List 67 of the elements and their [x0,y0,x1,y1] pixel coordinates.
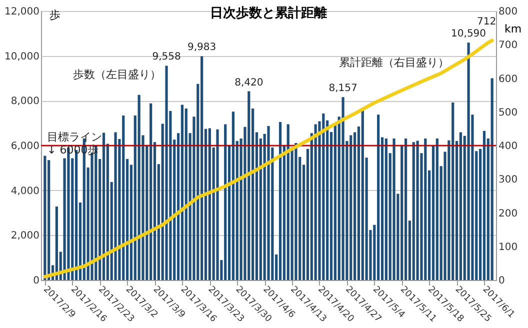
bar [404,138,408,280]
bar [452,102,454,280]
data-label: 10,590 [451,28,486,40]
y2-tick-label: 0 [498,276,505,286]
y-tick-label: 6,000 [10,141,40,152]
y-axis-title: 歩 [50,8,60,22]
bar [248,91,250,280]
bar [208,128,211,280]
y-tick-label: 4,000 [10,186,40,197]
bar [459,132,462,280]
y-tick-label: 0 [33,276,40,286]
bar [392,138,396,280]
y-tick-label: 8,000 [10,96,40,108]
series-label: 歩数（左目盛り） [73,68,161,81]
y2-tick-label: 300 [498,174,518,186]
bar [314,124,317,280]
bar [224,124,227,280]
data-label: 9,983 [188,42,216,54]
bar [482,130,486,280]
data-label: 8,420 [234,77,264,88]
bar [436,138,438,280]
bar [294,143,298,280]
series-label: 累計距離（右目盛り） [339,56,449,69]
bar [361,110,364,280]
bar [48,160,50,280]
bar [267,126,270,280]
y-tick-label: 10,000 [4,51,40,62]
y2-tick-label: 200 [498,208,518,220]
data-label: 9,558 [152,52,181,63]
bar [467,42,470,280]
bar [416,140,419,280]
y2-tick-label: 100 [498,242,518,253]
bar [278,122,282,280]
bar [55,206,58,280]
bar [44,156,46,280]
bar [490,78,494,280]
bar [232,112,234,280]
y2-tick-label: 700 [498,40,518,52]
y2-axis-title: km [504,22,522,36]
bar [322,113,325,280]
bar [102,132,106,280]
y-tick-label: 12,000 [4,6,40,18]
bar [180,104,184,280]
bar [122,115,125,280]
bar [138,94,140,280]
y2-tick-label: 500 [498,107,518,118]
bar [286,124,290,280]
bar [377,114,380,280]
bar [342,97,344,280]
bar [165,66,168,280]
y2-tick-label: 600 [498,74,518,85]
bar [200,56,204,280]
bar [184,108,188,280]
bar [412,142,415,280]
bar [350,135,352,280]
line-series [43,38,494,278]
data-label: 712 [476,16,496,28]
bar [114,132,117,280]
bar [216,129,219,280]
bar [150,103,152,280]
y2-tick-label: 800 [498,6,518,18]
y2-tick-label: 400 [498,141,518,152]
data-label: 8,157 [328,83,358,94]
chart-title: 日次歩数と累計距離 [210,5,327,21]
bar [384,138,388,280]
y-tick-label: 2,000 [10,230,40,242]
bar [424,138,427,280]
